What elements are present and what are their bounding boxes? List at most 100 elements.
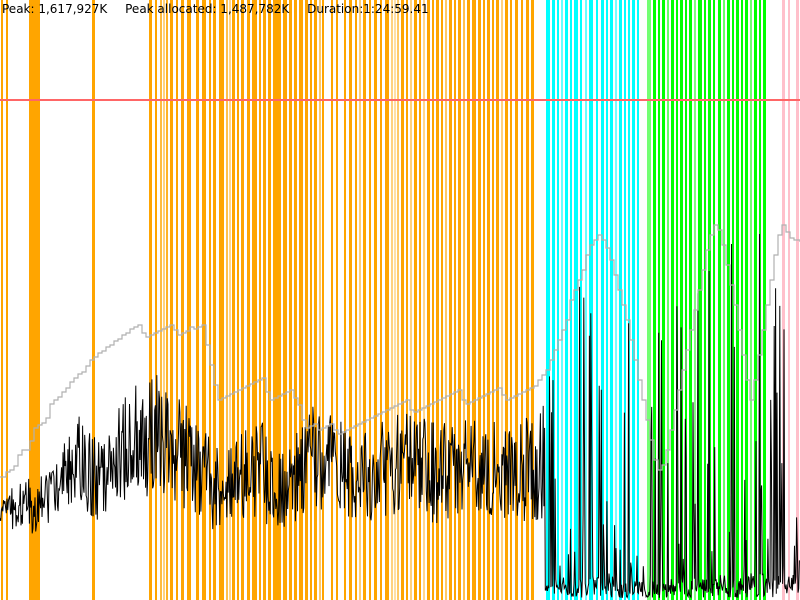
gc-event-bar (209, 0, 211, 600)
gc-event-bar (619, 0, 622, 600)
gc-event-bar (252, 0, 257, 600)
gc-event-bar (374, 0, 377, 600)
gc-event-bar (689, 0, 692, 600)
gc-event-bar (355, 0, 357, 600)
gc-event-bar (410, 0, 412, 600)
peak-allocated-stat: Peak allocated: 1,487,782K (125, 2, 290, 16)
gc-event-bar (467, 0, 470, 600)
gc-event-bar (170, 0, 173, 600)
gc-event-bar (510, 0, 512, 600)
gc-event-bar (610, 0, 613, 600)
gc-event-bar (463, 0, 465, 600)
gc-event-bar (492, 0, 494, 600)
gc-event-bar (501, 0, 503, 600)
gc-event-bar (723, 0, 725, 600)
gc-event-bar (671, 0, 674, 600)
gc-event-bar (487, 0, 490, 600)
gc-event-bar (515, 0, 518, 600)
gc-event-bar (732, 0, 734, 600)
gc-event-bar (419, 0, 421, 600)
gc-event-bar (521, 0, 523, 600)
gc-event-bar (685, 0, 687, 600)
heap-used-path (0, 233, 800, 599)
gc-event-bar (237, 0, 239, 600)
gc-event-bar (166, 0, 168, 600)
gc-event-bar (423, 0, 425, 600)
gc-event-bar (478, 0, 481, 600)
peak-threshold-line (0, 99, 800, 101)
gc-event-bar (369, 0, 371, 600)
gc-event-bar (782, 0, 785, 600)
gc-event-bar (219, 0, 224, 600)
gc-event-bar (241, 0, 244, 600)
gc-event-bar (226, 0, 228, 600)
gc-event-bar (406, 0, 408, 600)
gc-event-bar (92, 0, 95, 600)
gc-event-bar (294, 0, 297, 600)
gc-event-bar (750, 0, 752, 600)
gc-event-bar (6, 0, 8, 600)
gc-event-bar (727, 0, 730, 600)
gc-event-bar (574, 0, 578, 600)
gc-event-bar (273, 0, 281, 600)
gc-event-bar (314, 0, 317, 600)
gc-event-bar (283, 0, 287, 600)
stats-readout: Peak: 1,617,927K Peak allocated: 1,487,7… (0, 0, 429, 19)
gc-event-bar (606, 0, 608, 600)
gc-event-bar (160, 0, 162, 600)
gc-event-bar (754, 0, 757, 600)
gc-event-bar (557, 0, 559, 600)
gc-event-bar (458, 0, 461, 600)
gc-event-bar (397, 0, 399, 600)
gc-event-bar (436, 0, 439, 600)
gc-event-bar (432, 0, 434, 600)
gc-event-bar (718, 0, 721, 600)
gc-event-bar (483, 0, 485, 600)
gc-event-bar (414, 0, 417, 600)
gc-event-bar (552, 0, 555, 600)
gc-event-bar (704, 0, 706, 600)
gc-event-bar (259, 0, 261, 600)
gc-event-bar (698, 0, 702, 600)
gc-event-bar (344, 0, 346, 600)
gc-event-bar (305, 0, 308, 600)
gc-event-bar (232, 0, 235, 600)
gc-event-bar (496, 0, 499, 600)
gc-event-bar (202, 0, 206, 600)
gc-event-bar (763, 0, 766, 600)
gc-event-bar (624, 0, 626, 600)
gc-event-bar (601, 0, 604, 600)
gc-event-bar (331, 0, 333, 600)
gc-event-bar (181, 0, 184, 600)
gc-event-bar (580, 0, 582, 600)
gc-event-bar (359, 0, 361, 600)
gc-event-bar (565, 0, 568, 600)
gc-event-bar (289, 0, 292, 600)
gc-event-bar (176, 0, 178, 600)
gc-event-bar (667, 0, 669, 600)
gc-event-bar (427, 0, 430, 600)
gc-event-bar (589, 0, 593, 600)
gc-event-bar (247, 0, 250, 600)
gc-event-bar (319, 0, 321, 600)
gc-event-bar (526, 0, 529, 600)
gc-event-bar (449, 0, 452, 600)
gc-event-bar (676, 0, 678, 600)
gc-event-bar (680, 0, 683, 600)
gc-event-bar (394, 0, 396, 600)
gc-event-bar (322, 0, 324, 600)
gc-event-bar (155, 0, 157, 600)
gc-event-bar (263, 0, 266, 600)
gc-event-bar (788, 0, 790, 600)
gc-event-bar (441, 0, 443, 600)
gc-event-bar (741, 0, 743, 600)
gc-event-bar (363, 0, 366, 600)
peak-stat: Peak: 1,617,927K (2, 2, 108, 16)
gc-event-bar (796, 0, 799, 600)
